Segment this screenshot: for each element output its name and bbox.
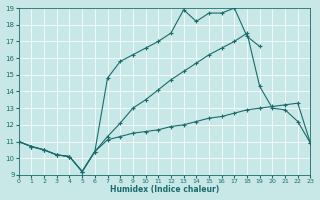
X-axis label: Humidex (Indice chaleur): Humidex (Indice chaleur) — [110, 185, 219, 194]
